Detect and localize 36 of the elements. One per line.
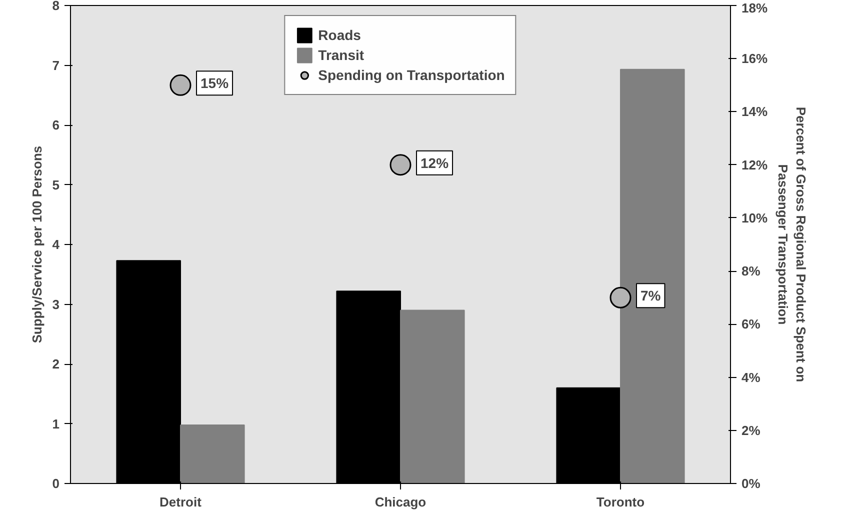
y2-tick-label: 14%: [742, 104, 768, 120]
y-tick-label: 0: [52, 476, 60, 491]
y2-tick-label: 18%: [742, 0, 768, 16]
legend-label: Spending on Transportation: [318, 67, 505, 83]
data-label: 15%: [200, 75, 230, 92]
y2-tick-label: 12%: [742, 157, 768, 172]
y2-axis-title: Percent of Gross Regional Product Spent on Passenger Transportation: [776, 106, 809, 382]
data-label: 12%: [420, 154, 450, 171]
x-tick-label: Chicago: [374, 494, 426, 510]
y2-tick-label: 4%: [742, 370, 761, 385]
y-tick-label: 2: [52, 356, 60, 372]
bar: [180, 424, 245, 484]
y2-tick-label: 0%: [742, 476, 761, 491]
legend-label: Roads: [318, 27, 361, 43]
y-tick-label: 7: [52, 58, 60, 73]
y-tick-label: 3: [52, 296, 60, 312]
y-tick-label: 1: [52, 416, 60, 432]
y2-tick-label: 16%: [742, 51, 768, 66]
bar: [620, 68, 685, 484]
point: [170, 74, 192, 96]
y2-tick-label: 2%: [742, 422, 761, 438]
y-tick-label: 8: [52, 0, 60, 13]
y2-tick-label: 8%: [742, 264, 761, 279]
x-tick-label: Detroit: [160, 494, 202, 510]
y-tick-label: 4: [52, 237, 60, 252]
bar: [400, 310, 465, 484]
point: [390, 154, 412, 176]
y-tick-label: 5: [52, 177, 60, 192]
legend-label: Transit: [318, 47, 364, 63]
y-tick-label: 6: [52, 118, 60, 132]
point: [610, 286, 632, 308]
y2-tick-label: 10%: [742, 210, 768, 226]
y2-tick-label: 6%: [742, 316, 761, 332]
x-tick-label: Toronto: [596, 494, 645, 510]
data-label: 7%: [640, 288, 662, 304]
y-axis-title: Supply/Service per 100 Persons: [29, 146, 44, 344]
